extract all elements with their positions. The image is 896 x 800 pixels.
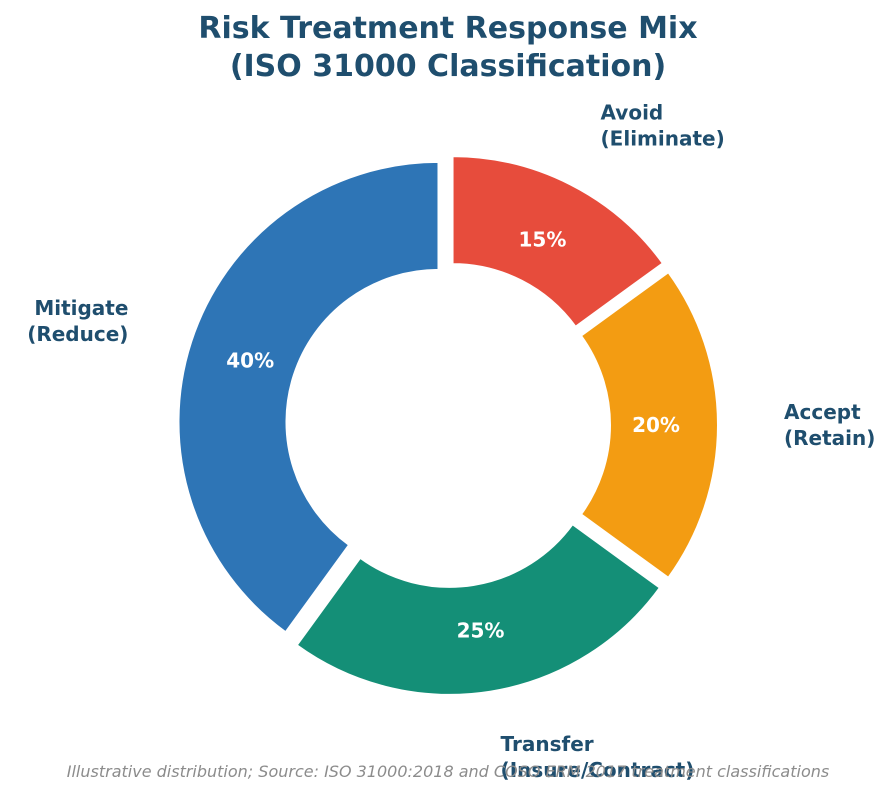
slice-accept xyxy=(579,270,719,580)
category-label-line: (Eliminate) xyxy=(601,127,725,151)
slice-value-labels: 15% 20% 25% 40% xyxy=(226,228,680,643)
source-footnote: Illustrative distribution; Source: ISO 3… xyxy=(66,762,830,781)
category-label-line: Avoid xyxy=(601,101,664,125)
category-label-line: (Insure/Contract) xyxy=(501,758,695,782)
value-label-accept: 20% xyxy=(632,413,680,437)
category-label-line: Mitigate xyxy=(34,296,128,320)
category-label-accept: Accept (Retain) xyxy=(784,400,875,450)
category-label-line: Transfer xyxy=(501,732,594,756)
category-label-avoid: Avoid (Eliminate) xyxy=(601,101,725,151)
value-label-avoid: 15% xyxy=(518,228,566,252)
chart-title-line-1: Risk Treatment Response Mix xyxy=(198,11,698,46)
slice-category-labels: Avoid (Eliminate) Accept (Retain) Transfer (I… xyxy=(27,101,875,782)
category-label-transfer: Transfer (Insure/Contract) xyxy=(501,732,695,782)
value-label-mitigate: 40% xyxy=(226,349,274,373)
value-label-transfer: 25% xyxy=(457,618,505,642)
donut-slices xyxy=(177,155,719,696)
chart-title-line-2: (ISO 31000 Classification) xyxy=(229,49,667,84)
chart-title: Risk Treatment Response Mix (ISO 31000 C… xyxy=(0,10,896,86)
category-label-line: (Reduce) xyxy=(27,322,128,346)
slice-mitigate xyxy=(177,160,440,634)
category-label-line: (Retain) xyxy=(784,426,875,450)
category-label-mitigate: Mitigate (Reduce) xyxy=(27,296,128,346)
slice-avoid xyxy=(451,155,665,329)
slice-transfer xyxy=(295,522,662,696)
category-label-line: Accept xyxy=(784,400,861,424)
